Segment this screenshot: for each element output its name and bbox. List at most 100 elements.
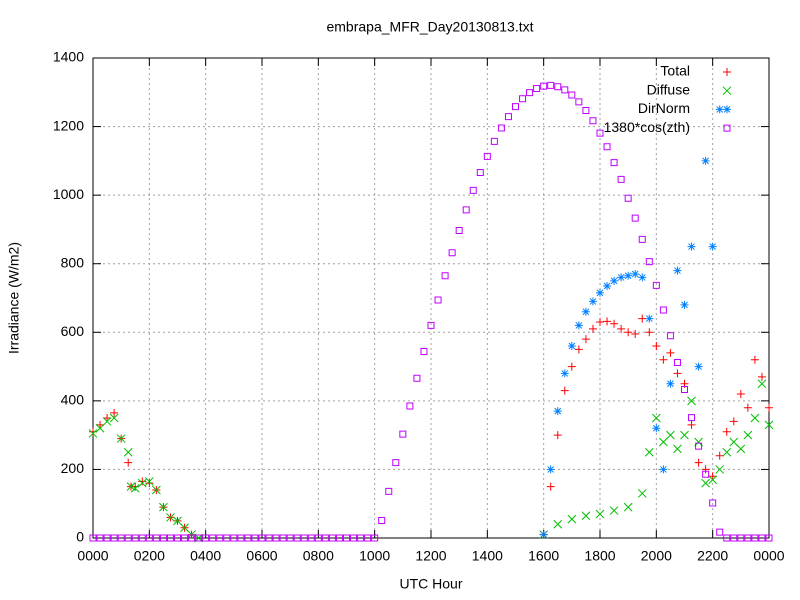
- x-tick-label: 0400: [190, 548, 221, 564]
- data-point: [117, 534, 125, 542]
- data-point: [651, 413, 661, 423]
- y-tick-label: 400: [61, 392, 85, 408]
- data-point: [272, 534, 280, 542]
- data-point: [765, 403, 773, 412]
- legend-label: DirNorm: [638, 100, 690, 116]
- data-point: [589, 117, 597, 125]
- data-point: [709, 499, 717, 507]
- data-point: [715, 105, 724, 114]
- data-point: [335, 534, 343, 542]
- data-point: [181, 534, 189, 542]
- data-point: [715, 465, 725, 474]
- data-point: [434, 296, 442, 304]
- data-point: [659, 306, 667, 314]
- data-point: [314, 534, 322, 542]
- data-point: [554, 83, 562, 91]
- data-point: [765, 534, 773, 542]
- data-point: [116, 434, 126, 443]
- data-point: [673, 358, 681, 366]
- data-point: [188, 534, 196, 542]
- y-tick-label: 200: [61, 460, 85, 476]
- data-point: [95, 423, 105, 433]
- y-tick-label: 1400: [53, 49, 84, 65]
- data-point: [680, 430, 689, 440]
- data-point: [687, 396, 696, 406]
- data-point: [159, 534, 167, 542]
- data-point: [603, 143, 611, 151]
- data-point: [736, 390, 745, 398]
- data-point: [328, 534, 336, 542]
- data-point: [504, 113, 512, 121]
- data-point: [596, 129, 604, 137]
- data-point: [694, 458, 703, 467]
- data-point: [638, 314, 647, 323]
- data-point: [645, 314, 654, 323]
- data-point: [123, 447, 133, 457]
- data-point: [610, 159, 618, 167]
- data-point: [637, 489, 647, 498]
- data-point: [729, 437, 739, 447]
- data-point: [723, 534, 731, 542]
- data-point: [497, 124, 505, 132]
- data-point: [553, 407, 562, 416]
- y-tick-label: 800: [61, 254, 85, 270]
- data-point: [476, 169, 484, 177]
- data-point: [736, 444, 746, 454]
- data-point: [88, 429, 98, 438]
- data-point: [553, 519, 563, 529]
- data-point: [560, 369, 569, 378]
- data-point: [145, 479, 154, 488]
- data-point: [568, 91, 576, 99]
- data-point: [251, 534, 259, 542]
- data-point: [624, 328, 633, 337]
- data-point: [694, 362, 703, 371]
- legend-marker: [722, 86, 732, 96]
- data-point: [103, 414, 112, 422]
- data-point: [490, 137, 498, 145]
- data-point: [751, 534, 759, 542]
- data-point: [455, 226, 463, 234]
- data-point: [673, 444, 682, 454]
- data-point: [109, 413, 119, 423]
- data-point: [666, 332, 674, 340]
- data-point: [413, 374, 421, 382]
- data-point: [103, 534, 111, 542]
- data-point: [130, 483, 140, 493]
- data-point: [392, 459, 400, 467]
- data-point: [631, 330, 640, 338]
- data-point: [399, 430, 407, 438]
- data-point: [575, 98, 583, 106]
- legend-label: Total: [660, 63, 690, 79]
- x-axis-label: UTC Hour: [399, 576, 462, 592]
- data-point: [202, 534, 210, 542]
- data-point: [560, 386, 569, 395]
- data-point: [547, 81, 555, 89]
- data-point: [567, 342, 576, 350]
- data-point: [708, 242, 717, 251]
- data-point: [89, 427, 97, 436]
- data-point: [757, 379, 767, 389]
- legend-marker: [723, 105, 731, 114]
- x-tick-label: 1400: [472, 548, 503, 564]
- data-point: [715, 451, 724, 460]
- data-point: [519, 95, 527, 103]
- data-point: [286, 534, 294, 542]
- data-point: [539, 530, 548, 539]
- data-point: [138, 477, 147, 486]
- data-point: [729, 417, 738, 426]
- data-point: [617, 273, 626, 282]
- data-point: [237, 534, 245, 542]
- data-point: [533, 85, 541, 93]
- data-point: [680, 300, 689, 309]
- data-point: [427, 321, 435, 329]
- data-point: [631, 270, 640, 278]
- data-point: [540, 82, 548, 90]
- data-point: [595, 509, 605, 519]
- data-point: [145, 534, 153, 542]
- data-point: [244, 534, 252, 542]
- data-point: [357, 534, 365, 542]
- data-point: [483, 152, 491, 160]
- data-point: [343, 534, 350, 542]
- data-point: [688, 414, 696, 422]
